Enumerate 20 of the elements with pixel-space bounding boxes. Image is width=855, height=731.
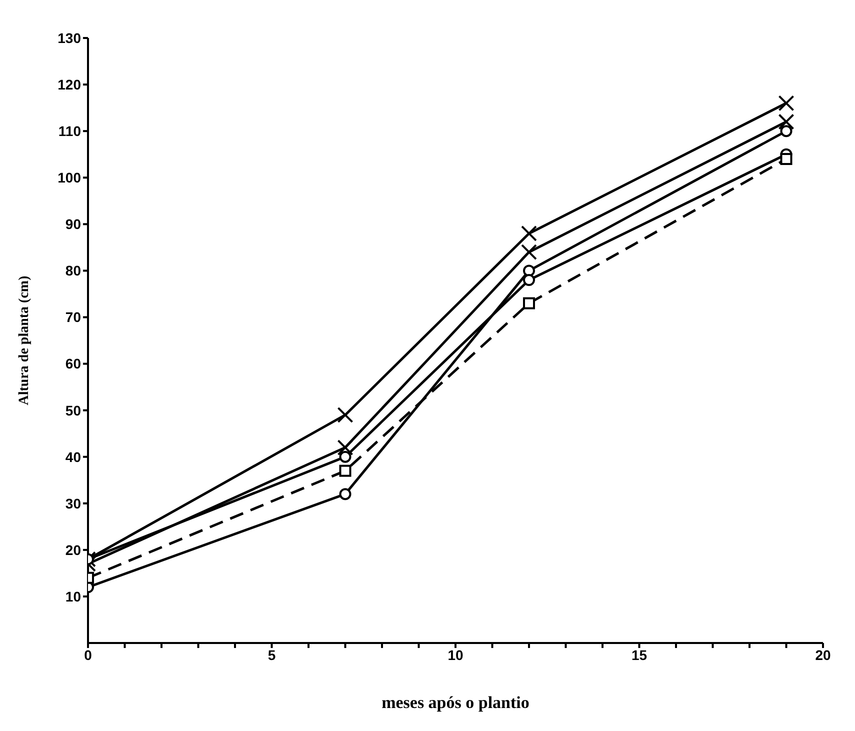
y-axis-title: Altura de planta (cm) [16,275,32,406]
y-tick-label: 10 [65,588,82,604]
y-tick-label: 120 [58,76,82,93]
y-tick-label: 130 [58,30,82,46]
x-tick-label: 20 [815,646,831,663]
y-tick-label: 60 [65,356,82,372]
y-tick-label: 20 [65,542,82,558]
x-axis-title: meses após o plantio [382,693,530,712]
y-tick-label: 90 [65,216,82,232]
y-tick-label: 30 [65,495,82,512]
y-tick-label: 70 [65,309,82,326]
x-tick-label: 15 [631,646,648,663]
y-tick-label: 50 [65,402,82,418]
y-tick-label: 40 [65,448,82,465]
x-tick-label: 0 [84,646,92,663]
x-tick-label: 10 [448,646,464,663]
x-tick-label: 5 [268,646,276,663]
y-tick-label: 80 [65,262,82,279]
y-tick-label: 110 [58,123,82,140]
y-tick-label: 100 [58,170,82,186]
